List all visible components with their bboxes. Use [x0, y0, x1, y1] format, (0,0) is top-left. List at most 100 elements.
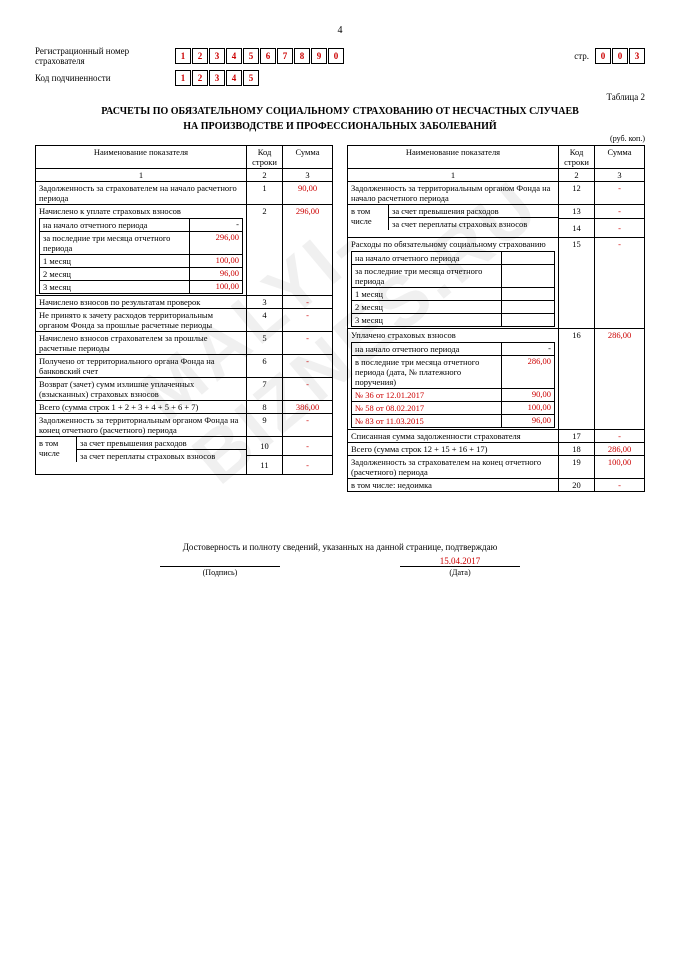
digit-box: 4 — [226, 70, 242, 86]
p2-name: № 58 от 08.02.2017 — [352, 402, 502, 415]
digit-box: 4 — [226, 48, 242, 64]
r8-code: 8 — [247, 401, 283, 414]
r16-name: Уплачено страховых взносов — [351, 330, 555, 340]
row-2: Начислено к уплате страховых взносов на … — [36, 205, 333, 296]
r19-sum: 100,00 — [595, 456, 645, 479]
row-20: в том числе: недоимка20- — [348, 479, 645, 492]
r16a-name: на начало отчетного периода — [352, 343, 502, 356]
r18-name: Всего (сумма строк 12 + 15 + 16 + 17) — [348, 443, 559, 456]
r14-name: за счет переплаты страховых взносов — [389, 218, 559, 231]
colnum-3r: 3 — [595, 169, 645, 182]
p1-name: № 36 от 12.01.2017 — [352, 389, 502, 402]
rm1-name: 1 месяц — [352, 288, 502, 301]
m2-sum: 96,00 — [190, 268, 243, 281]
r17-code: 17 — [559, 430, 595, 443]
sub-boxes: 12345 — [175, 70, 259, 86]
row-13-14: в том числе за счет превышения расходов … — [348, 205, 645, 238]
r6-sum: - — [283, 355, 333, 378]
r15b-sum — [502, 265, 555, 288]
r16-code: 16 — [559, 329, 595, 430]
r2-name: Начислено к уплате страховых взносов — [39, 206, 243, 216]
p2-sum: 100,00 — [502, 402, 555, 415]
r19-name: Задолженность за страхователем на конец … — [348, 456, 559, 479]
title-line-1: РАСЧЕТЫ ПО ОБЯЗАТЕЛЬНОМУ СОЦИАЛЬНОМУ СТР… — [35, 106, 645, 117]
r20-name: в том числе: недоимка — [348, 479, 559, 492]
page-boxes: 003 — [595, 48, 645, 64]
digit-box: 5 — [243, 70, 259, 86]
reg-number-row: Регистрационный номер страхователя 12345… — [35, 46, 645, 66]
r3-name: Начислено взносов по результатам проверо… — [36, 296, 247, 309]
colnum-2r: 2 — [559, 169, 595, 182]
digit-box: 0 — [612, 48, 628, 64]
page-number: 4 — [35, 25, 645, 36]
r13-sum: - — [595, 205, 644, 219]
digit-box: 2 — [192, 70, 208, 86]
row-17: Списанная сумма задолженности страховате… — [348, 430, 645, 443]
row-9: Задолженность за территориальным органом… — [36, 414, 333, 437]
m3-name: 3 месяц — [40, 281, 190, 294]
r10-name: за счет превышения расходов — [77, 437, 247, 450]
r1-name: Задолженность за страхователем на начало… — [36, 182, 247, 205]
r1-code: 1 — [247, 182, 283, 205]
r15-name: Расходы по обязательному социальному стр… — [351, 239, 555, 249]
r18-code: 18 — [559, 443, 595, 456]
r17-sum: - — [595, 430, 645, 443]
row-1: Задолженность за страхователем на начало… — [36, 182, 333, 205]
r8-sum: 386,00 — [283, 401, 333, 414]
row-16: Уплачено страховых взносов на начало отч… — [348, 329, 645, 430]
r2b: за последние три месяца отчетного период… — [40, 232, 243, 255]
m1-sum: 100,00 — [190, 255, 243, 268]
r2a-sum: - — [190, 219, 243, 232]
r9-sum: - — [283, 414, 333, 437]
m2-name: 2 месяц — [40, 268, 190, 281]
r3-sum: - — [283, 296, 333, 309]
digit-box: 6 — [260, 48, 276, 64]
col-code: Код строки — [247, 146, 283, 169]
row-10: в том числе за счет превышения расходов … — [36, 437, 333, 475]
row-15: Расходы по обязательному социальному стр… — [348, 238, 645, 329]
digit-box: 3 — [209, 48, 225, 64]
col-sum: Сумма — [283, 146, 333, 169]
r14-code: 14 — [559, 219, 594, 237]
r7-sum: - — [283, 378, 333, 401]
row-6: Получено от территориального органа Фонд… — [36, 355, 333, 378]
digit-box: 3 — [629, 48, 645, 64]
r15-code: 15 — [559, 238, 595, 329]
row-19: Задолженность за страхователем на конец … — [348, 456, 645, 479]
reg-boxes: 1234567890 — [175, 48, 344, 64]
r11-sum: - — [283, 456, 332, 474]
r8-name: Всего (сумма строк 1 + 2 + 3 + 4 + 5 + 6… — [36, 401, 247, 414]
r20-code: 20 — [559, 479, 595, 492]
digit-box: 3 — [209, 70, 225, 86]
r17-name: Списанная сумма задолженности страховате… — [348, 430, 559, 443]
r15a-sum — [502, 252, 555, 265]
r20-sum: - — [595, 479, 645, 492]
r16-cell: Уплачено страховых взносов на начало отч… — [348, 329, 559, 430]
rm3-name: 3 месяц — [352, 314, 502, 327]
r5-name: Начислено взносов страхователем за прошл… — [36, 332, 247, 355]
digit-box: 9 — [311, 48, 327, 64]
r15b-name: за последние три месяца отчетного период… — [352, 265, 502, 288]
r5-sum: - — [283, 332, 333, 355]
r12-name: Задолженность за территориальным органом… — [348, 182, 559, 205]
r10-sum: - — [283, 437, 332, 456]
r2b-sum: 296,00 — [190, 232, 243, 255]
r9-code: 9 — [247, 414, 283, 437]
p3-sum: 96,00 — [502, 415, 555, 428]
sig-line — [160, 556, 280, 567]
col-sum-r: Сумма — [595, 146, 645, 169]
colnum-3: 3 — [283, 169, 333, 182]
r15-cell: Расходы по обязательному социальному стр… — [348, 238, 559, 329]
r10-lbl: в том числе — [36, 437, 77, 462]
row-8: Всего (сумма строк 1 + 2 + 3 + 4 + 5 + 6… — [36, 401, 333, 414]
r2a-name: на начало отчетного периода — [40, 219, 190, 232]
rm1-sum — [502, 288, 555, 301]
r13-code: 13 — [559, 205, 594, 219]
sub-code-row: Код подчиненности 12345 — [35, 70, 645, 86]
digit-box: 1 — [175, 48, 191, 64]
title-line-2: НА ПРОИЗВОДСТВЕ И ПРОФЕССИОНАЛЬНЫХ ЗАБОЛ… — [35, 121, 645, 132]
row-5: Начислено взносов страхователем за прошл… — [36, 332, 333, 355]
rm2-name: 2 месяц — [352, 301, 502, 314]
col-name-r: Наименование показателя — [348, 146, 559, 169]
row-18: Всего (сумма строк 12 + 15 + 16 + 17)182… — [348, 443, 645, 456]
